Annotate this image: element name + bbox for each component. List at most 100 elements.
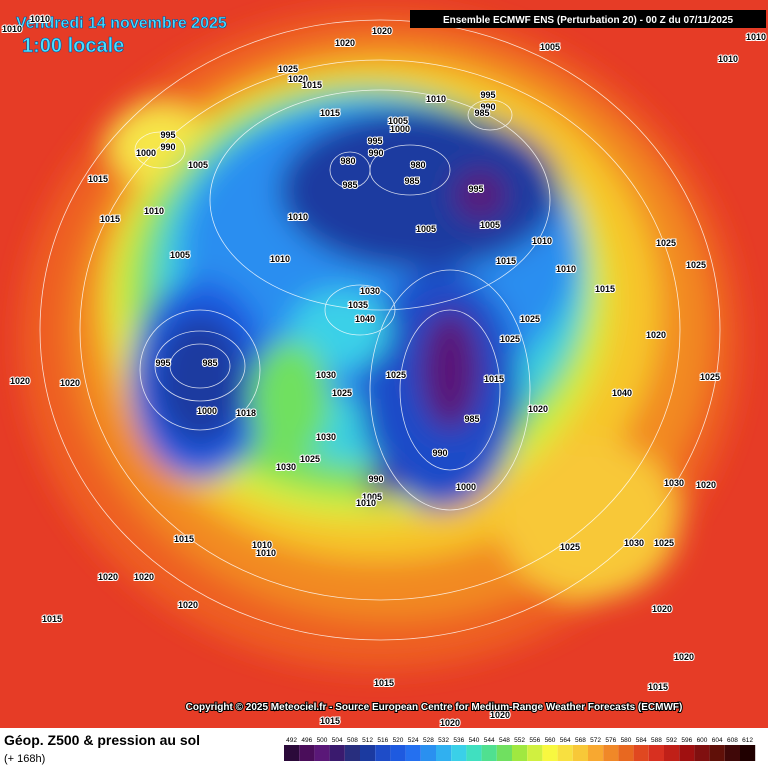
isobar-label: 1010 xyxy=(256,548,276,558)
isobar-label: 1015 xyxy=(648,682,668,692)
colorbar-label: 524 xyxy=(408,737,419,744)
colorbar-swatch xyxy=(299,745,315,761)
colorbar-swatch xyxy=(375,745,391,761)
colorbar-swatch xyxy=(694,745,710,761)
isobar-label: 1020 xyxy=(652,604,672,614)
isobar-label: 1010 xyxy=(144,206,164,216)
colorbar-swatch xyxy=(481,745,497,761)
colorbar-swatch xyxy=(740,745,756,761)
height-field xyxy=(20,10,740,670)
copyright: Copyright © 2025 Meteociel.fr - Source E… xyxy=(186,702,683,713)
colorbar-label: 588 xyxy=(651,737,662,744)
isobar-label: 1030 xyxy=(664,478,684,488)
isobar-label: 1025 xyxy=(686,260,706,270)
colorbar-label: 508 xyxy=(347,737,358,744)
date: Vendredi 14 novembre 2025 xyxy=(16,15,227,32)
isobar-label: 1010 xyxy=(356,498,376,508)
colorbar-label: 572 xyxy=(590,737,601,744)
isobar-label: 1020 xyxy=(134,572,154,582)
isobar-label: 980 xyxy=(340,156,355,166)
isobars xyxy=(39,19,721,641)
isobar-label: 1020 xyxy=(528,404,548,414)
isobar-label: 1025 xyxy=(278,64,298,74)
isobar-label: 1025 xyxy=(654,538,674,548)
colorbar-swatch xyxy=(557,745,573,761)
colorbar-label: 600 xyxy=(697,737,708,744)
footer-title: Géop. Z500 & pression au sol xyxy=(4,732,200,748)
colorbar-label: 608 xyxy=(727,737,738,744)
colorbar-swatch xyxy=(603,745,619,761)
colorbar-swatch xyxy=(542,745,558,761)
colorbar-label: 492 xyxy=(286,737,297,744)
isobar-label: 1025 xyxy=(300,454,320,464)
colorbar-swatch xyxy=(344,745,360,761)
isobar-label: 1010 xyxy=(426,94,446,104)
colorbar-swatch xyxy=(709,745,725,761)
isobar-label: 1020 xyxy=(646,330,666,340)
isobar-label: 1015 xyxy=(320,108,340,118)
colorbar-label: 536 xyxy=(453,737,464,744)
isobar-label: 1020 xyxy=(98,572,118,582)
isobar-label: 1015 xyxy=(100,214,120,224)
colorbar-label: 548 xyxy=(499,737,510,744)
colorbar-label: 564 xyxy=(560,737,571,744)
isobar-label: 1015 xyxy=(595,284,615,294)
isobar-label: 1020 xyxy=(178,600,198,610)
isobar-label: 1025 xyxy=(332,388,352,398)
isobar-label: 1025 xyxy=(520,314,540,324)
isobar-label: 995 xyxy=(480,90,495,100)
colorbar-swatch xyxy=(284,745,300,761)
isobar-label: 995 xyxy=(160,130,175,140)
colorbar-swatch xyxy=(436,745,452,761)
isobar-label: 990 xyxy=(368,148,383,158)
isobar-label: 1010 xyxy=(746,32,766,42)
isobar-label: 1000 xyxy=(390,124,410,134)
colorbar-label: 556 xyxy=(529,737,540,744)
source: Ensemble ECMWF ENS (Perturbation 20) - 0… xyxy=(443,15,734,26)
isobar-label: 985 xyxy=(464,414,479,424)
colorbar-label: 596 xyxy=(681,737,692,744)
colorbar-swatch xyxy=(512,745,528,761)
colorbar-swatch xyxy=(360,745,376,761)
colorbar-label: 500 xyxy=(317,737,328,744)
colorbar-swatch xyxy=(496,745,512,761)
colorbar-label: 516 xyxy=(377,737,388,744)
colorbar-swatch xyxy=(405,745,421,761)
isobar-label: 1030 xyxy=(624,538,644,548)
isobar-label: 1005 xyxy=(388,116,408,126)
isobar-label: 990 xyxy=(160,142,175,152)
isobar-label: 995 xyxy=(367,136,382,146)
isobar-label: 1025 xyxy=(656,238,676,248)
isobar-label: 990 xyxy=(368,474,383,484)
isobar-label: 1005 xyxy=(540,42,560,52)
isobar-label: 995 xyxy=(155,358,170,368)
isobar-label: 1025 xyxy=(386,370,406,380)
colorbar-swatch xyxy=(679,745,695,761)
colorbar-swatch xyxy=(420,745,436,761)
isobar-label: 1015 xyxy=(42,614,62,624)
colorbar-label: 540 xyxy=(469,737,480,744)
colorbar-swatch xyxy=(466,745,482,761)
colorbar-label: 520 xyxy=(393,737,404,744)
isobar-label: 1010 xyxy=(30,14,50,24)
isobar-label: 990 xyxy=(480,102,495,112)
isobar-label: 995 xyxy=(468,184,483,194)
isobar-label: 1000 xyxy=(456,482,476,492)
colorbar-swatch xyxy=(314,745,330,761)
colorbar-swatch xyxy=(527,745,543,761)
colorbar-label: 580 xyxy=(621,737,632,744)
isobar-label: 1010 xyxy=(532,236,552,246)
isobar-label: 1015 xyxy=(374,678,394,688)
colorbar-swatch xyxy=(329,745,345,761)
isobar-label: 1015 xyxy=(302,80,322,90)
isobar-label: 1025 xyxy=(500,334,520,344)
isobar-label: 1020 xyxy=(10,376,30,386)
isobar-label: 985 xyxy=(202,358,217,368)
isobar-label: 1020 xyxy=(335,38,355,48)
isobar-label: 1018 xyxy=(236,408,256,418)
colorbar-swatch xyxy=(618,745,634,761)
colorbar-swatch xyxy=(664,745,680,761)
isobar-label: 1010 xyxy=(556,264,576,274)
